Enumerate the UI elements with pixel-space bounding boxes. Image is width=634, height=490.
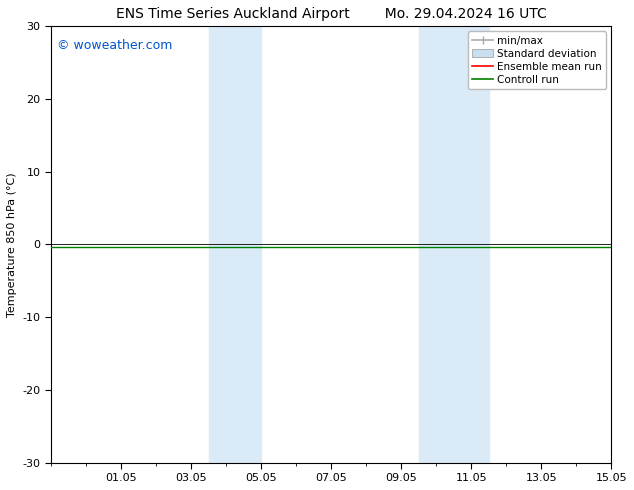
Bar — [209, 26, 261, 463]
Text: © woweather.com: © woweather.com — [56, 39, 172, 52]
Legend: min/max, Standard deviation, Ensemble mean run, Controll run: min/max, Standard deviation, Ensemble me… — [468, 31, 606, 89]
Bar — [418, 26, 489, 463]
Title: ENS Time Series Auckland Airport        Mo. 29.04.2024 16 UTC: ENS Time Series Auckland Airport Mo. 29.… — [116, 7, 547, 21]
Y-axis label: Temperature 850 hPa (°C): Temperature 850 hPa (°C) — [7, 172, 17, 317]
